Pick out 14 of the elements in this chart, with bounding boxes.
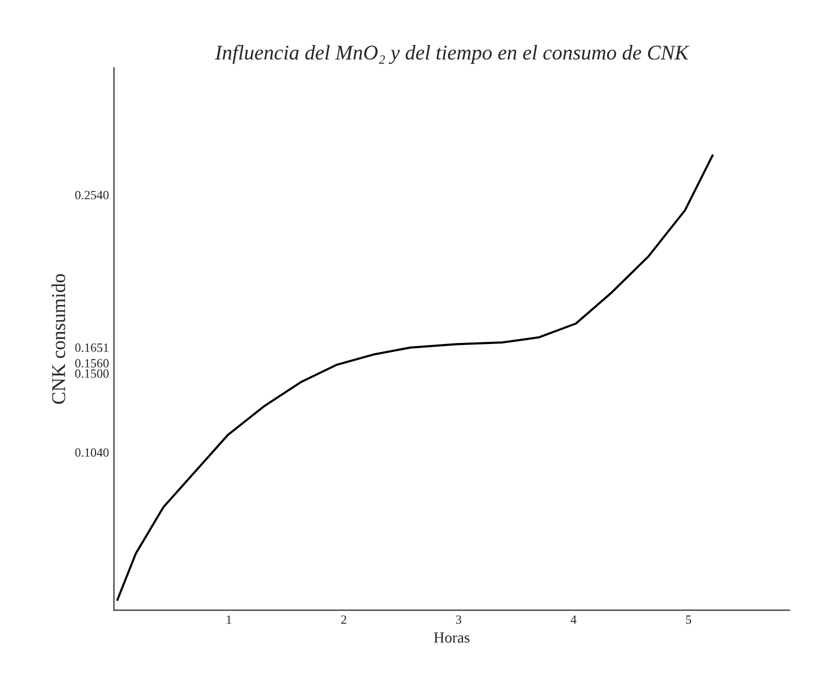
y-tick-label: 0.1500 (75, 369, 109, 378)
x-axis-title: Horas (434, 632, 470, 643)
x-tick-label: 2 (341, 615, 346, 624)
y-tick-label: 0.2540 (75, 190, 109, 200)
line-series (116, 154, 714, 601)
y-tick-label: 0.1560 (75, 359, 109, 368)
x-tick-label: 1 (226, 615, 232, 624)
chart-title: Influencia del MnO₂ y del tiempo en el consumo de CNK (214, 44, 690, 64)
y-tick-label: 0.1651 (75, 343, 108, 352)
x-tick-label: 5 (686, 616, 692, 624)
y-axis-title: CNK consumido (52, 274, 66, 404)
x-tick-label: 4 (570, 616, 576, 624)
x-tick-label: 3 (456, 615, 462, 624)
y-tick-label: 0.1040 (75, 448, 109, 457)
